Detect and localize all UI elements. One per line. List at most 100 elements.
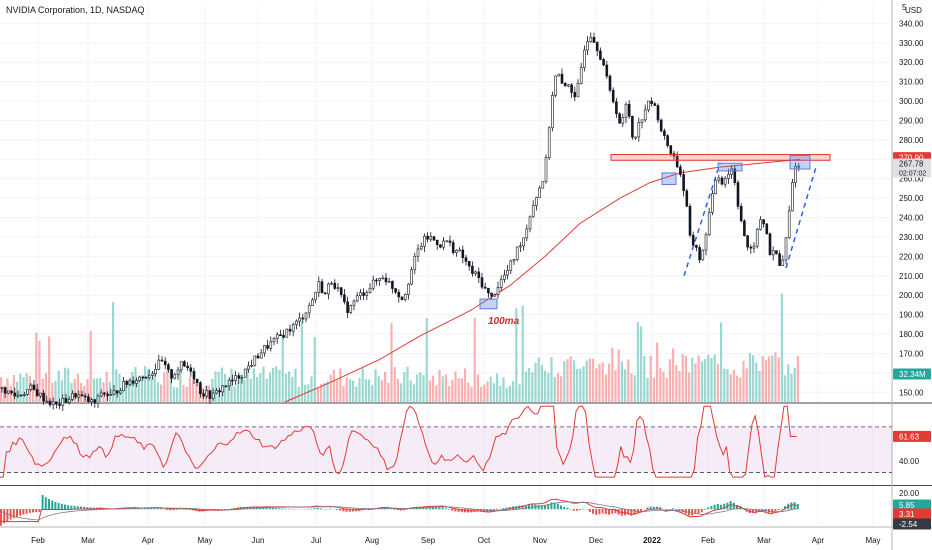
volume-bar (192, 380, 195, 402)
macd-histogram-bar (140, 508, 143, 510)
volume-bar (182, 384, 185, 402)
macd-histogram-bar (310, 508, 313, 510)
volume-bar (534, 362, 537, 402)
macd-histogram-bar (272, 508, 274, 510)
volume-bar (627, 359, 630, 402)
candle-body (7, 390, 10, 394)
candle-body (640, 119, 644, 123)
volume-bar (710, 357, 713, 402)
macd-histogram-bar (752, 509, 754, 514)
candle-body (611, 89, 615, 103)
candle-body (99, 392, 103, 397)
time-tick-label: Nov (533, 536, 547, 545)
macd-badge (893, 518, 931, 530)
time-tick-label: Feb (701, 536, 715, 545)
chart-annotations (479, 153, 831, 310)
candle-body (426, 235, 429, 240)
macd-histogram-bar (454, 509, 457, 512)
macd-histogram-bar (86, 507, 89, 510)
candle-body (589, 37, 593, 42)
candle-body (419, 246, 423, 250)
macd-histogram-bar (592, 509, 594, 514)
volume-bar (563, 361, 566, 402)
candle-body (471, 265, 474, 274)
volume-bar (518, 384, 521, 402)
candle-body (151, 373, 154, 376)
candle-body (525, 228, 529, 239)
macd-histogram-bar (54, 501, 57, 510)
volume-bar (131, 371, 134, 402)
volume-bar (678, 371, 681, 402)
macd-histogram-bar (627, 509, 630, 515)
macd-histogram-bar (521, 505, 524, 510)
candle-body (327, 283, 330, 295)
macd-histogram-bar (137, 508, 140, 510)
candle-body (579, 67, 583, 84)
price-tick-label: 250.00 (899, 194, 924, 203)
candle-body (109, 393, 113, 396)
volume-bar (217, 371, 220, 402)
candle-body (295, 320, 298, 325)
macd-histogram-bar (540, 505, 543, 510)
candle-body (759, 219, 762, 230)
candle-body (221, 385, 225, 393)
candle-body (307, 305, 311, 314)
macd-histogram-bar (476, 509, 479, 512)
candle-body (451, 242, 455, 253)
volume-bar (316, 387, 319, 402)
macd-histogram-bar (633, 509, 636, 515)
macd-histogram-bar (646, 507, 649, 510)
volume-bar (156, 382, 159, 402)
volume-bar (176, 387, 179, 402)
candle-body (202, 393, 205, 397)
volume-bar (454, 371, 457, 402)
macd-histogram-bar (361, 509, 364, 511)
volume-bar (268, 372, 271, 402)
candle-body (282, 335, 285, 338)
candle-body (762, 219, 765, 225)
macd-histogram-bar (259, 507, 262, 510)
price-tick-label: 230.00 (899, 233, 924, 242)
macd-histogram-bar (720, 504, 722, 510)
candle-body (682, 174, 685, 192)
candle-body (186, 365, 189, 369)
volume-bar (358, 377, 361, 402)
price-tick-label: 210.00 (899, 272, 924, 281)
candle-body (455, 249, 458, 253)
volume-bar (723, 368, 726, 402)
time-tick-label: Sep (421, 536, 436, 545)
volume-bar (48, 336, 51, 402)
macd-histogram-bar (278, 508, 281, 510)
candle-body (179, 361, 183, 371)
macd-histogram-bar (460, 509, 463, 513)
volume-bar (652, 377, 655, 402)
price-tick-label: 300.00 (899, 97, 924, 106)
volume-bar (227, 380, 230, 402)
macd-histogram-bar (780, 508, 783, 510)
macd-histogram-bar (524, 504, 527, 510)
current-price-badge (893, 158, 931, 178)
candle-body (547, 127, 551, 158)
macd-histogram-bar (393, 509, 396, 510)
candle-body (301, 317, 305, 320)
macd-histogram-bar (41, 495, 44, 510)
price-tick-label: 260.00 (899, 175, 924, 184)
candle-body (253, 355, 257, 366)
candle-body (573, 92, 577, 98)
volume-bar (134, 366, 137, 402)
candle-body (733, 168, 737, 183)
volume-bar (659, 367, 662, 402)
candle-body (346, 301, 349, 313)
volume-bar (592, 358, 595, 402)
volume-bar (758, 370, 761, 402)
candle-body (144, 376, 148, 379)
volume-bar (172, 387, 175, 402)
macd-histogram-bar (556, 503, 559, 510)
macd-histogram-bar (172, 509, 175, 511)
candle-body (147, 375, 151, 378)
macd-histogram-bar (320, 508, 322, 510)
candle-body (627, 103, 631, 117)
candle-body (522, 237, 525, 247)
candle-body (602, 59, 605, 66)
candle-body (125, 381, 129, 385)
